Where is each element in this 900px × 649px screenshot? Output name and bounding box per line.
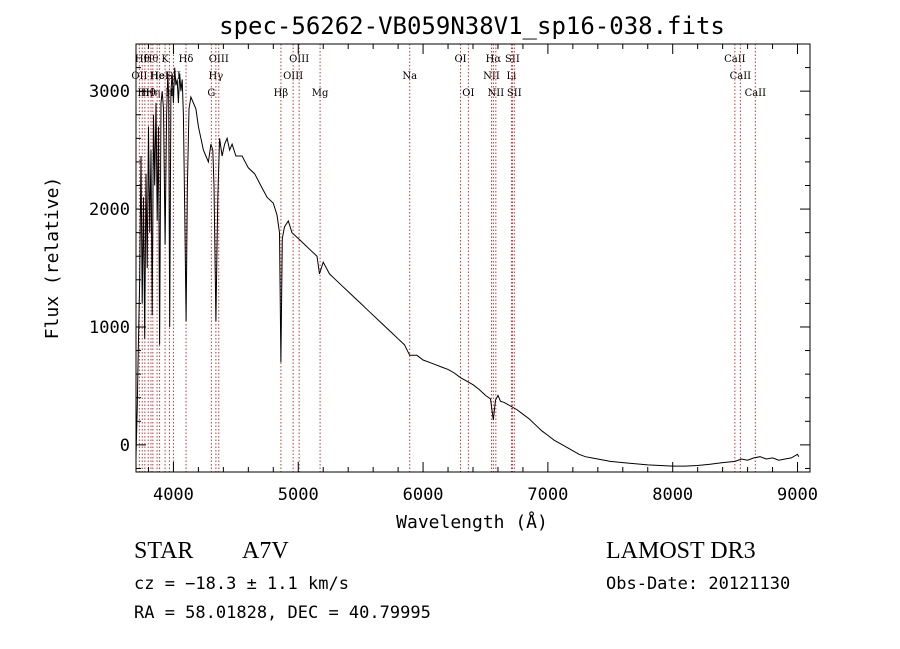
spectral-line-label: Mg <box>312 88 329 99</box>
spectrum-line <box>135 67 800 467</box>
spectral-line-label: Hθ <box>141 88 156 99</box>
chart-title: spec-56262-VB059N38V1_sp16-038.fits <box>219 12 725 40</box>
spectral-line-label: CaII <box>730 71 752 82</box>
spectral-line-label: OIII <box>289 54 309 65</box>
x-tick-label: 7000 <box>527 485 568 505</box>
spectral-line-label: HeI <box>150 71 169 82</box>
spectral-line-label: OI <box>462 88 474 99</box>
observation-date: Obs-Date: 20121130 <box>606 574 791 594</box>
x-tick-label: 6000 <box>403 485 444 505</box>
axes-layer: 4000 5000 6000 7000 8000 9000 0 1000 2000 3000 <box>89 43 818 505</box>
survey-name: LAMOST DR3 <box>606 538 756 564</box>
spectral-line-label: CaII <box>724 54 746 65</box>
spectral-line-label: OIII <box>283 71 303 82</box>
series-layer <box>135 67 800 467</box>
spectral-line-label: OIII <box>209 54 229 65</box>
spectral-line-label: Hη <box>145 88 160 99</box>
x-tick-label: 9000 <box>777 485 818 505</box>
spectral-line-label: Hδ <box>179 54 194 65</box>
spectral-line-label: NII <box>483 71 500 82</box>
spectral-line-label: He <box>150 71 165 82</box>
spectral-line-label: Hη <box>138 88 153 99</box>
x-axis-label: Wavelength (Å) <box>396 511 548 533</box>
spectral-line-label: OI <box>454 54 466 65</box>
x-tick-label: 5000 <box>278 485 319 505</box>
spectral-line-label: Hγ <box>209 71 224 82</box>
spectral-line-label: NII <box>488 88 505 99</box>
spectral-line-label: Hα <box>486 54 502 65</box>
object-subclass: A7V <box>242 538 289 564</box>
spectral-line-label: Hθ <box>144 54 159 65</box>
spectral-line-label: G <box>207 88 215 99</box>
coordinates: RA = 58.01828, DEC = 40.79995 <box>134 603 431 623</box>
spectral-line-label: Hθ <box>135 54 150 65</box>
y-axis-label: Flux (relative) <box>42 177 63 340</box>
spectral-line-label: OII <box>131 71 147 82</box>
spectral-line-label: Hβ <box>274 88 289 99</box>
spectral-line-label: Na <box>402 71 417 82</box>
spectral-line-label: Li <box>507 71 517 82</box>
y-tick-label: 2000 <box>89 200 130 220</box>
spectral-line-label: SII <box>505 54 520 65</box>
plot-frame <box>135 43 811 473</box>
spectral-line-label: SII <box>166 71 181 82</box>
emission-lines-layer: OIIHθHηHθHθHηHeHeIKHSIIHδGHγOIIIHβOIIIOI… <box>131 44 766 472</box>
spectral-line-label: K <box>161 54 169 65</box>
x-tick-label: 8000 <box>652 485 693 505</box>
x-tick-label: 4000 <box>153 485 194 505</box>
object-class: STAR <box>134 538 194 564</box>
y-tick-label: 3000 <box>89 82 130 102</box>
spectral-line-label: H <box>165 88 174 99</box>
redshift-velocity: cz = −18.3 ± 1.1 km/s <box>134 574 349 594</box>
spectral-line-label: SII <box>507 88 522 99</box>
y-tick-label: 0 <box>120 436 130 456</box>
y-tick-label: 1000 <box>89 318 130 338</box>
spectral-line-label: CaII <box>745 88 767 99</box>
